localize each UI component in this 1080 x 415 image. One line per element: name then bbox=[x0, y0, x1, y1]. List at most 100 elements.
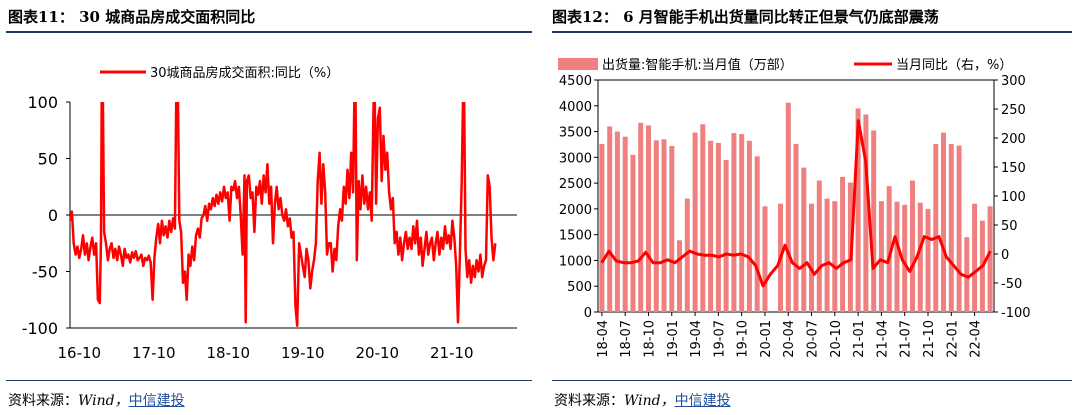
bar bbox=[832, 201, 838, 312]
series-line bbox=[70, 102, 497, 327]
bar bbox=[622, 136, 628, 312]
x-tick-label: 19-10 bbox=[281, 344, 325, 362]
y-right-tick-label: -50 bbox=[1001, 277, 1022, 292]
source-link[interactable]: 中信建投 bbox=[674, 393, 731, 409]
y-right-tick-label: 100 bbox=[1001, 190, 1026, 205]
bar bbox=[715, 142, 721, 312]
left-source-note: 资料来源：Wind，中信建投 bbox=[8, 390, 185, 410]
bar bbox=[793, 143, 799, 312]
y-tick-label: 0 bbox=[48, 206, 58, 225]
right-chart-panel: 图表12： 6 月智能手机出货量同比转正但景气仍底部震荡 出货量:智能手机:当月… bbox=[540, 0, 1080, 415]
legend-line-label: 当月同比（右，%） bbox=[896, 58, 1012, 73]
bar bbox=[677, 240, 682, 312]
left-bottom-rule bbox=[6, 380, 532, 381]
bar bbox=[863, 114, 869, 312]
bar bbox=[607, 126, 613, 313]
left-chart-panel: 图表11： 30 城商品房成交面积同比 30城商品房成交面积:同比（%） 100 5… bbox=[6, 8, 532, 410]
x-tick-label: 21-07 bbox=[899, 320, 914, 358]
bar bbox=[754, 156, 760, 312]
y-left-tick-label: 0 bbox=[584, 306, 592, 321]
y-left-tick-label: 4000 bbox=[559, 100, 592, 115]
y-right-tick-label: 200 bbox=[1001, 132, 1026, 147]
x-tick-label: 19-07 bbox=[712, 320, 727, 358]
bar bbox=[941, 132, 946, 312]
x-tick-label: 20-04 bbox=[782, 320, 797, 358]
bar bbox=[948, 143, 954, 312]
x-tick-label: 18-04 bbox=[596, 320, 611, 358]
source-prefix: 资料来源： bbox=[554, 393, 624, 409]
right-figure-title: 图表12： 6 月智能手机出货量同比转正但景气仍底部震荡 bbox=[552, 8, 939, 26]
source-prefix: 资料来源： bbox=[8, 393, 78, 409]
y-left-tick-label: 3500 bbox=[559, 126, 592, 141]
bar bbox=[925, 208, 931, 312]
x-tick-label: 20-10 bbox=[356, 344, 400, 362]
x-tick-label: 21-10 bbox=[430, 344, 474, 362]
y-right-tick-label: 250 bbox=[1001, 103, 1026, 118]
bar bbox=[871, 130, 877, 312]
bar bbox=[669, 146, 675, 312]
bar bbox=[809, 203, 814, 312]
x-tick-label: 18-07 bbox=[619, 320, 634, 358]
bar bbox=[917, 202, 923, 312]
bar bbox=[855, 108, 861, 313]
y-tick-label: 50 bbox=[38, 150, 58, 169]
y-left-tick-label: 1000 bbox=[559, 254, 592, 269]
x-tick-label: 20-01 bbox=[759, 320, 774, 358]
bar bbox=[723, 159, 729, 312]
x-tick-label: 22-04 bbox=[969, 320, 984, 358]
y-tick-label: 100 bbox=[27, 93, 58, 112]
bar bbox=[910, 180, 915, 312]
right-bottom-rule bbox=[552, 380, 1072, 381]
bar bbox=[700, 124, 706, 312]
y-left-tick-label: 500 bbox=[567, 280, 592, 295]
bar bbox=[646, 125, 651, 313]
bar bbox=[933, 143, 939, 312]
y-tick-label: -50 bbox=[32, 263, 58, 282]
y-tick-label: -100 bbox=[22, 319, 58, 338]
bar bbox=[902, 204, 908, 312]
x-tick-label: 16-10 bbox=[58, 344, 102, 362]
x-tick-label: 19-04 bbox=[689, 320, 704, 358]
bar bbox=[708, 140, 714, 312]
bar bbox=[801, 167, 807, 312]
x-tick-label: 22-01 bbox=[945, 320, 960, 358]
bar bbox=[661, 139, 667, 312]
bar bbox=[886, 186, 892, 312]
bar bbox=[692, 132, 698, 312]
bar bbox=[972, 203, 978, 312]
bar bbox=[739, 134, 745, 312]
yoy-line bbox=[600, 119, 992, 288]
bar bbox=[840, 176, 846, 312]
bar bbox=[894, 201, 900, 312]
bar bbox=[614, 131, 620, 312]
bar bbox=[746, 140, 752, 312]
legend-label: 30城商品房成交面积:同比（%） bbox=[150, 65, 339, 81]
left-figure-title: 图表11： 30 城商品房成交面积同比 bbox=[8, 8, 256, 26]
bar bbox=[731, 133, 737, 312]
right-bar-line-chart: 出货量:智能手机:当月值（万部） 当月同比（右，%） 4500 4000 3500 300… bbox=[558, 57, 1031, 358]
right-source-note: 资料来源：Wind，中信建投 bbox=[554, 390, 731, 410]
bar bbox=[684, 198, 690, 312]
right-title-rule bbox=[552, 31, 1072, 33]
x-tick-label: 21-01 bbox=[852, 320, 867, 358]
bar bbox=[824, 198, 830, 312]
bar bbox=[599, 143, 605, 312]
y-left-tick-label: 4500 bbox=[559, 74, 592, 89]
bar bbox=[785, 102, 791, 312]
x-tick-label: 21-04 bbox=[875, 320, 890, 358]
left-title-rule bbox=[6, 31, 532, 33]
x-tick-label: 19-01 bbox=[666, 320, 681, 358]
bar bbox=[762, 206, 768, 312]
x-tick-label: 18-10 bbox=[642, 320, 657, 358]
x-tick-label: 21-10 bbox=[922, 320, 937, 358]
y-left-tick-label: 2500 bbox=[559, 177, 592, 192]
y-right-tick-label: 50 bbox=[1001, 219, 1018, 234]
x-tick-label: 20-07 bbox=[806, 320, 821, 358]
y-right-tick-label: 300 bbox=[1001, 74, 1026, 89]
source-link[interactable]: 中信建投 bbox=[128, 393, 185, 409]
y-right-tick-label: 150 bbox=[1001, 161, 1026, 176]
legend-bar-label: 出货量:智能手机:当月值（万部） bbox=[602, 57, 793, 73]
bar bbox=[638, 122, 644, 312]
legend-bar-swatch bbox=[558, 58, 598, 70]
